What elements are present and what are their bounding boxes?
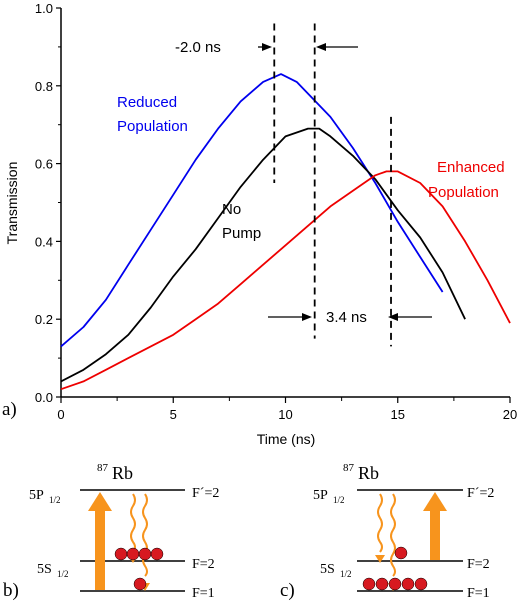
f-prime-label-b: F´=2 [192, 486, 219, 501]
isotope-name-b: Rb [112, 463, 133, 483]
decay-arrows-c [375, 493, 398, 591]
x-tick-label: 5 [170, 407, 177, 422]
isotope-name-c: Rb [358, 463, 379, 483]
y-ticks: 0.0 0.2 0.4 0.6 0.8 1.0 [35, 1, 61, 405]
f-prime-label-c: F´=2 [467, 486, 494, 501]
panel-b-label: b) [3, 580, 19, 601]
panel-c-label: c) [280, 580, 295, 601]
y-axis-label: Transmission [4, 162, 20, 245]
series-line-2 [60, 170, 511, 391]
y-tick-label: 0.2 [35, 312, 53, 327]
reduced-label-line2: Population [117, 118, 188, 135]
level-lower-c: 5S [320, 562, 335, 577]
x-tick-label: 0 [57, 407, 64, 422]
atoms-c [362, 546, 428, 591]
shift-label-2: 3.4 ns [326, 309, 367, 326]
nopump-label-line2: Pump [222, 225, 261, 242]
level-upper-sub-b: 1/2 [49, 495, 61, 505]
decay-arrows-b [128, 493, 150, 591]
level-upper-b: 5P [29, 488, 44, 503]
dashed-markers [273, 23, 392, 347]
isotope-sup-c: 87 [343, 462, 355, 474]
f1-label-b: F=1 [192, 586, 215, 601]
f2-label-c: F=2 [467, 557, 490, 572]
pump-arrow-b [88, 492, 112, 590]
level-upper-c: 5P [313, 488, 328, 503]
level-lower-sub-c: 1/2 [340, 569, 352, 579]
series-line-1 [60, 127, 466, 383]
y-tick-label: 1.0 [35, 1, 53, 16]
y-tick-label: 0.0 [35, 390, 53, 405]
enhanced-label-line1: Enhanced [437, 159, 505, 176]
pump-arrow-c [423, 492, 447, 560]
isotope-sup-b: 87 [97, 462, 109, 474]
level-upper-sub-c: 1/2 [333, 495, 345, 505]
shift-label-1: -2.0 ns [175, 39, 221, 56]
reduced-label-line1: Reduced [117, 94, 177, 111]
x-ticks: 0 5 10 15 20 [57, 397, 517, 422]
enhanced-label-line2: Population [428, 184, 499, 201]
y-tick-label: 0.4 [35, 234, 53, 249]
f1-label-c: F=1 [467, 586, 490, 601]
panel-a-label: a) [2, 399, 17, 420]
x-tick-label: 15 [391, 407, 405, 422]
level-diagram-b: b) 87 Rb 5P 1/2 5S 1/2 F´=2 F=2 F=1 [3, 462, 219, 601]
shift-arrows [258, 43, 432, 321]
level-lower-sub-b: 1/2 [57, 569, 69, 579]
nopump-label-line1: No [222, 201, 241, 218]
atoms-b [114, 547, 164, 591]
x-tick-label: 20 [503, 407, 517, 422]
x-axis-label: Time (ns) [257, 431, 316, 447]
y-tick-label: 0.6 [35, 157, 53, 172]
level-lower-b: 5S [37, 562, 52, 577]
f2-label-b: F=2 [192, 557, 215, 572]
plot-area: 0.0 0.2 0.4 0.6 0.8 1.0 0 5 10 15 20 -2.0 ns 3.4 … [2, 1, 517, 447]
series-line-0 [60, 73, 444, 348]
x-tick-label: 10 [278, 407, 292, 422]
y-tick-label: 0.8 [35, 79, 53, 94]
level-diagram-c: c) 87 Rb 5P 1/2 5S 1/2 F´=2 F=2 F=1 [280, 462, 494, 601]
